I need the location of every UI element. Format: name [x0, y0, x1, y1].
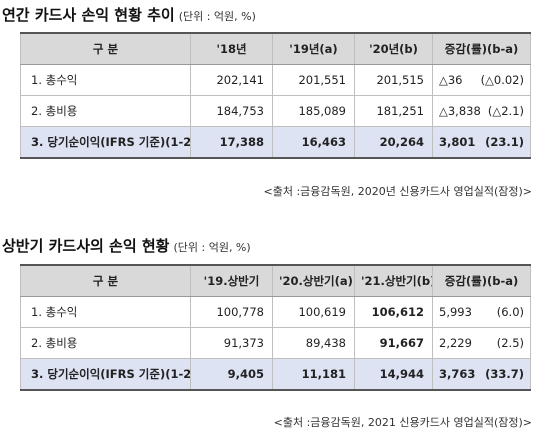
change-amount: △36 [439, 73, 463, 87]
change-cell: 3,763 (33.7) [432, 358, 531, 391]
table2-unit: (단위 : 억원, %) [173, 241, 251, 254]
table1-title-text: 연간 카드사 손익 현황 추이 [2, 6, 175, 24]
table1-source: <출처 :금융감독원, 2020년 신용카드사 영업실적(잠정)> [263, 185, 532, 198]
cell-value: 20,264 [354, 126, 433, 159]
cell-value: 202,141 [190, 64, 273, 96]
table-row: 2. 총비용 184,753 185,089 181,251 △3,838 (△2… [20, 95, 531, 127]
cell-value: 11,181 [272, 358, 355, 391]
table-row-total: 3. 당기순이익(IFRS 기준)(1-2) 17,388 16,463 20,… [20, 126, 531, 159]
cell-value: 91,373 [190, 327, 273, 359]
table2-header-col2: '20.상반기(a) [272, 264, 355, 297]
cell-value: 89,438 [272, 327, 355, 359]
change-cell: △3,838 (△2.1) [432, 95, 531, 127]
table2-header-col1: '19.상반기 [190, 264, 273, 297]
change-amount: 2,229 [439, 336, 472, 350]
table1-header-category: 구 분 [20, 32, 191, 65]
table2: 구 분 '19.상반기 '20.상반기(a) '21.상반기(b) 증감(률)(… [20, 264, 531, 391]
table-row: 1. 총수익 202,141 201,551 201,515 △36 (△0.02… [20, 64, 531, 96]
change-cell: 2,229 (2.5) [432, 327, 531, 359]
cell-value: 9,405 [190, 358, 273, 391]
change-amount: △3,838 [439, 104, 481, 118]
table1-header-col1: '18년 [190, 32, 273, 65]
change-cell: 3,801 (23.1) [432, 126, 531, 159]
cell-value: 14,944 [354, 358, 433, 391]
change-amount: 3,801 [439, 135, 476, 149]
cell-value: 106,612 [354, 296, 433, 328]
cell-value: 201,551 [272, 64, 355, 96]
change-rate: (△0.02) [480, 73, 524, 87]
table1-unit: (단위 : 억원, %) [178, 10, 256, 23]
table-row-total: 3. 당기순이익(IFRS 기준)(1-2) 9,405 11,181 14,9… [20, 358, 531, 391]
cell-value: 17,388 [190, 126, 273, 159]
change-rate: (2.5) [496, 336, 524, 350]
row-label: 1. 총수익 [20, 296, 191, 328]
change-amount: 3,763 [439, 367, 476, 381]
table1-header-change: 증감(률)(b-a) [432, 32, 531, 65]
table-row: 1. 총수익 100,778 100,619 106,612 5,993 (6.0… [20, 296, 531, 328]
change-rate: (6.0) [496, 305, 524, 319]
change-rate: (△2.1) [487, 104, 524, 118]
cell-value: 100,619 [272, 296, 355, 328]
change-rate: (33.7) [485, 367, 524, 381]
table1: 구 분 '18년 '19년(a) '20년(b) 증감(률)(b-a) 1. 총… [20, 32, 531, 159]
change-rate: (23.1) [485, 135, 524, 149]
change-cell: △36 (△0.02) [432, 64, 531, 96]
row-label: 2. 총비용 [20, 327, 191, 359]
cell-value: 184,753 [190, 95, 273, 127]
table1-header-row: 구 분 '18년 '19년(a) '20년(b) 증감(률)(b-a) [20, 32, 531, 65]
table2-header-col3: '21.상반기(b) [354, 264, 433, 297]
cell-value: 185,089 [272, 95, 355, 127]
table1-header-col2: '19년(a) [272, 32, 355, 65]
table2-header-row: 구 분 '19.상반기 '20.상반기(a) '21.상반기(b) 증감(률)(… [20, 264, 531, 297]
cell-value: 100,778 [190, 296, 273, 328]
table1-header-col3: '20년(b) [354, 32, 433, 65]
table2-title-text: 상반기 카드사의 손익 현황 [2, 237, 170, 255]
table-row: 2. 총비용 91,373 89,438 91,667 2,229 (2.5) [20, 327, 531, 359]
row-label: 3. 당기순이익(IFRS 기준)(1-2) [20, 126, 191, 159]
cell-value: 201,515 [354, 64, 433, 96]
table2-source: <출처 :금융감독원, 2021 신용카드사 영업실적(잠정)> [273, 416, 532, 429]
cell-value: 91,667 [354, 327, 433, 359]
table2-header-change: 증감(률)(b-a) [432, 264, 531, 297]
cell-value: 181,251 [354, 95, 433, 127]
change-amount: 5,993 [439, 305, 472, 319]
cell-value: 16,463 [272, 126, 355, 159]
table1-title: 연간 카드사 손익 현황 추이 (단위 : 억원, %) [2, 4, 256, 25]
row-label: 1. 총수익 [20, 64, 191, 96]
table2-title: 상반기 카드사의 손익 현황 (단위 : 억원, %) [2, 235, 251, 256]
row-label: 2. 총비용 [20, 95, 191, 127]
table2-header-category: 구 분 [20, 264, 191, 297]
row-label: 3. 당기순이익(IFRS 기준)(1-2) [20, 358, 191, 391]
change-cell: 5,993 (6.0) [432, 296, 531, 328]
